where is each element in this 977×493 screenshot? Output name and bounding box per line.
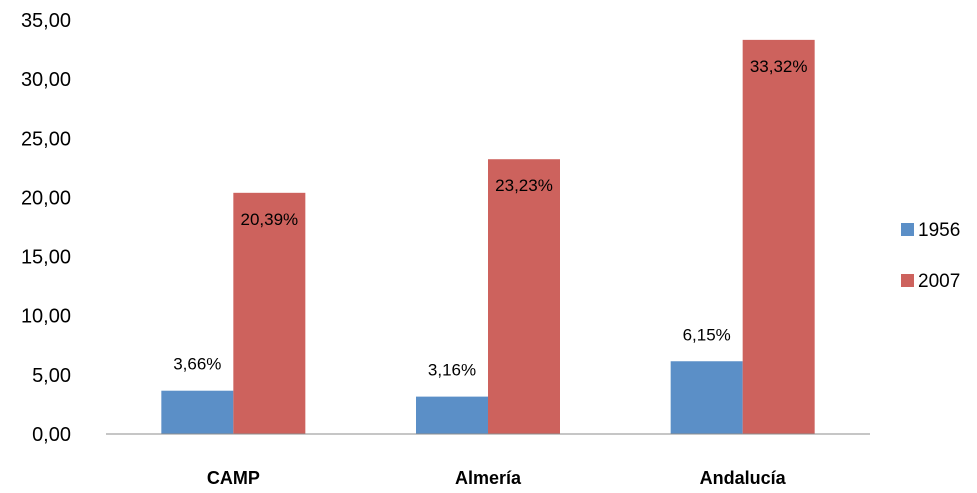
data-label: 3,16% xyxy=(428,361,476,380)
bar-1956-2 xyxy=(416,396,488,434)
y-tick-label: 20,00 xyxy=(21,187,71,209)
y-tick-label: 15,00 xyxy=(21,247,71,269)
y-tick-label: 35,00 xyxy=(21,10,71,32)
legend-swatch-2007 xyxy=(901,274,914,287)
legend-swatch-1956 xyxy=(901,223,914,236)
y-tick-label: 0,00 xyxy=(32,424,71,446)
y-tick-label: 30,00 xyxy=(21,69,71,91)
data-label: 6,15% xyxy=(683,325,731,344)
x-category-label: CAMP xyxy=(207,468,260,488)
bar-2007-3 xyxy=(742,39,815,434)
data-label: 20,39% xyxy=(240,210,298,229)
data-label: 33,32% xyxy=(750,57,808,76)
bar-2007-2 xyxy=(488,159,560,434)
legend-label-2007: 2007 xyxy=(918,271,960,292)
y-tick-label: 10,00 xyxy=(21,306,71,328)
data-label: 3,66% xyxy=(173,355,221,374)
data-label: 23,23% xyxy=(495,176,553,195)
y-tick-label: 5,00 xyxy=(32,365,71,387)
bar-2007-1 xyxy=(233,192,306,434)
bar-1956-3 xyxy=(670,361,743,434)
x-category-label: Andalucía xyxy=(700,468,787,488)
x-category-label: Almería xyxy=(455,468,522,488)
y-tick-label: 25,00 xyxy=(21,128,71,150)
bar-1956-1 xyxy=(161,390,234,434)
legend-label-1956: 1956 xyxy=(918,220,960,241)
